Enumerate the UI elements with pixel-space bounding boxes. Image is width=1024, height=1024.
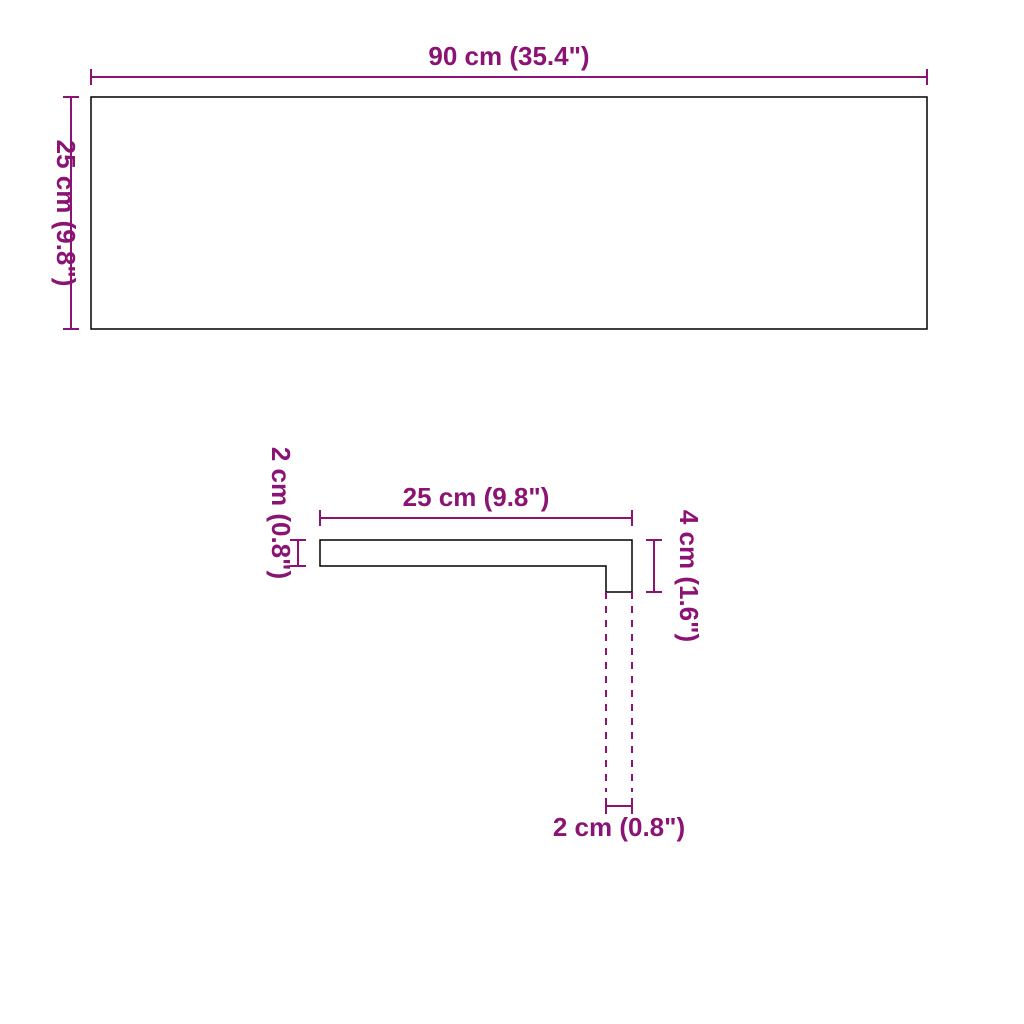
- dim-label-profile-2-bottom: 2 cm (0.8"): [553, 812, 685, 842]
- dim-label-profile-25: 25 cm (9.8"): [403, 482, 550, 512]
- dimension-diagram: 90 cm (35.4") 25 cm (9.8") 25 cm (9.8") 2 c…: [0, 0, 1024, 1024]
- dim-label-width-90: 90 cm (35.4"): [428, 41, 589, 71]
- profile-outline: [320, 540, 632, 592]
- top-view-rect: [91, 97, 927, 329]
- dim-label-profile-4: 4 cm (1.6"): [674, 510, 704, 642]
- dim-label-profile-2-left: 2 cm (0.8"): [266, 447, 296, 579]
- dim-label-height-25: 25 cm (9.8"): [51, 140, 81, 287]
